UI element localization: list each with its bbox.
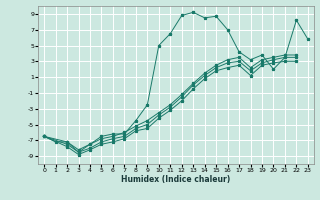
X-axis label: Humidex (Indice chaleur): Humidex (Indice chaleur)	[121, 175, 231, 184]
